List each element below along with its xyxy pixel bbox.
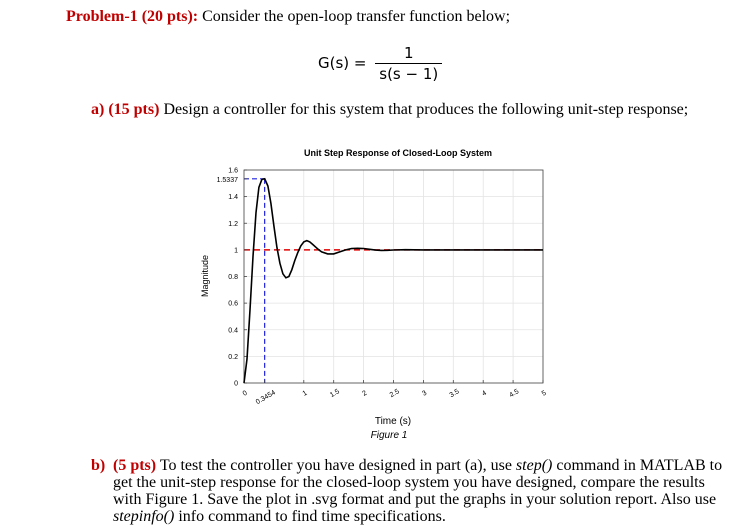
tf-lhs: G(s) = [318,54,367,72]
x-tick-label: 2.5 [389,388,401,399]
x-tick-label: 2 [361,390,368,398]
x-tick-label: 4.5 [508,388,520,399]
y-tick-label: 0.4 [228,327,238,334]
x-tick-label: 1 [302,390,309,398]
x-tick-label: 0.3454 [255,389,277,406]
part-b-pts: (5 pts) [113,457,157,474]
y-tick-label: 1.5337 [217,177,239,184]
tf-denominator: s(s − 1) [375,63,443,83]
y-tick-label: 1 [234,247,238,254]
part-b-text-2: command in MATLAB to get the unit-step r… [113,457,723,508]
step-response-chart: 0 0.3454 1 1.5 2 2.5 3 3.5 4 4.5 5 0 0.2 0.4 0.6 0.8 1 1.… [200,148,548,441]
transfer-function: G(s) = 1 s(s − 1) [318,44,443,83]
x-axis-label: Time (s) [375,416,411,427]
x-tick-label: 1.5 [329,388,341,399]
y-tick-label: 0.8 [228,274,238,281]
chart-title: Unit Step Response of Closed-Loop System [304,148,492,158]
part-b-body: (5 pts) To test the controller you have … [113,457,731,525]
problem-label: Problem-1 (20 pts): [66,8,199,25]
part-a: a) (15 pts) Design a controller for this… [91,101,688,119]
part-a-text: Design a controller for this system that… [159,101,689,118]
part-a-label: a) (15 pts) [91,101,160,118]
y-axis-label: Magnitude [200,255,210,297]
x-tick-label: 5 [541,390,548,398]
stepinfo-command: stepinfo() [113,508,175,525]
y-tick-label: 0.2 [228,354,238,361]
tf-numerator: 1 [403,44,414,62]
y-tick-label: 1.4 [228,194,238,201]
problem-text: Consider the open-loop transfer function… [198,8,511,25]
y-tick-label: 1.2 [228,221,238,228]
part-b-text-3: info command to find time specifications… [174,508,446,525]
y-tick-label: 1.6 [228,168,238,175]
y-tick-label: 0.6 [228,301,238,308]
figure-caption: Figure 1 [371,430,408,441]
x-tick-label: 4 [481,390,488,398]
tf-fraction: 1 s(s − 1) [375,44,443,83]
y-tick-label: 0 [234,381,238,388]
step-command: step() [515,457,553,474]
x-tick-label: 3.5 [449,388,461,399]
part-b-label: b) [91,457,106,474]
series-step-response-line [243,177,543,384]
part-b-text-1: To test the controller you have designed… [156,457,516,474]
x-tick-label: 0 [242,390,249,398]
problem-statement: Problem-1 (20 pts): Consider the open-lo… [66,8,510,26]
x-tick-label: 3 [421,390,428,398]
